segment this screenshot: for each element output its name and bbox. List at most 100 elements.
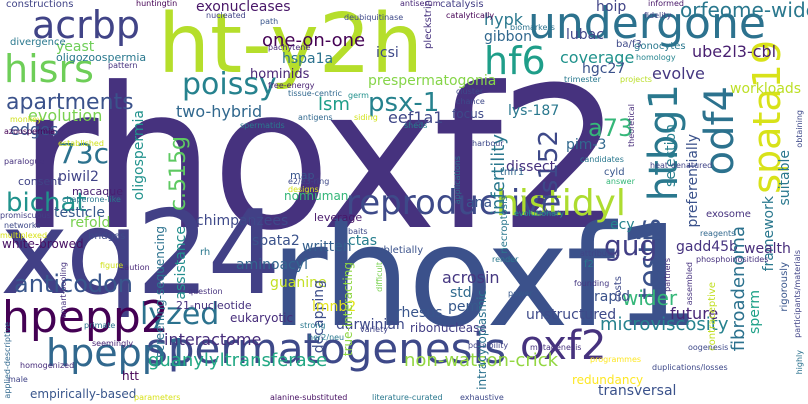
word-variety: variety xyxy=(360,325,388,334)
word-edges: edges xyxy=(10,120,59,139)
word-testicle: testicle xyxy=(54,205,105,221)
word-pim-3: pim-3 xyxy=(566,137,607,153)
word-costs: costs xyxy=(613,276,624,302)
word-sperm: sperm xyxy=(747,290,763,334)
word-attributed: attributed xyxy=(580,249,620,258)
word-spermatids: spermatids xyxy=(240,121,285,130)
word-icsi: icsi xyxy=(376,45,399,61)
word-antigens: antigens xyxy=(298,113,333,122)
word-acrosin: acrosin xyxy=(442,268,500,287)
word-question: question xyxy=(188,287,223,296)
word-htt: htt xyxy=(122,369,140,383)
word-rhesus: rhesus xyxy=(396,305,443,321)
word-dissect: dissect xyxy=(506,159,556,175)
word-wealth: wealth xyxy=(744,241,791,257)
word-darwinian: darwinian xyxy=(336,317,405,333)
word-hgc27: hgc27 xyxy=(582,61,626,77)
word-focus: focus xyxy=(452,107,485,121)
word-evolve: evolve xyxy=(652,64,705,83)
word-hf6: hpepp2 xyxy=(2,292,169,343)
word-path: path xyxy=(260,17,279,26)
word-pachytene: pachytene xyxy=(268,43,311,52)
word-homogenized: homogenized xyxy=(20,361,75,370)
word-ba/f3: ba/f3 xyxy=(616,39,642,50)
word-her2-neu: her2/neu xyxy=(308,333,345,342)
word-oligozoospermia: oligozoospermia xyxy=(56,51,147,64)
word-established: established xyxy=(58,139,104,148)
word-participants-materials: participants/materials xyxy=(793,250,802,338)
word-hisrs: hisrs xyxy=(4,47,94,91)
word-duplications-losses: duplications/losses xyxy=(652,363,728,372)
word-preferentially: preferentially xyxy=(685,134,701,228)
word-a73: a73 xyxy=(588,114,634,142)
word-male: male xyxy=(8,375,28,384)
word-biomarkers: biomarkers xyxy=(510,23,555,32)
word-harbour: harbour xyxy=(472,139,504,148)
word-redundancy: redundancy xyxy=(572,373,644,387)
word-prespermatogonia: prespermatogonia xyxy=(368,73,497,89)
word-azoospermia: azoospermia xyxy=(4,127,56,136)
word-pleckstrin: pleckstrin xyxy=(423,0,434,49)
word-map: map xyxy=(290,169,315,182)
word-hominids: hominids xyxy=(250,67,310,82)
word-written: written xyxy=(302,239,352,255)
word-pem: pem xyxy=(448,299,480,315)
word-spermatogenesis: spermatogenesis xyxy=(146,324,507,373)
word-aminoacyl: aminoacyl xyxy=(236,257,308,273)
word-undergone: undergone xyxy=(528,0,766,49)
word-spata19: oxf2 xyxy=(520,323,607,369)
word-wider: wider xyxy=(622,286,678,310)
word-screening-sequencing: screening-sequencing xyxy=(153,226,167,358)
word-selection: selection xyxy=(663,124,679,187)
word-subletially: subletially xyxy=(372,245,424,256)
word-fibroadenoma: fibroadenoma xyxy=(728,226,749,352)
word-candidates: candidates xyxy=(580,155,624,164)
word-future: future xyxy=(670,304,719,323)
word-assistance: assistance xyxy=(173,226,189,300)
word-networks: networks xyxy=(4,221,41,230)
word-figure: figure xyxy=(100,261,124,270)
word-necroptosis: necroptosis xyxy=(499,196,510,254)
word-oligospermia: oligospermia xyxy=(131,110,147,201)
word-exonucleases: exonucleases xyxy=(196,0,291,15)
word-orfeome-wide: orfeome-wide xyxy=(680,0,808,22)
word-suitable: suitable xyxy=(777,150,793,206)
word-interactome: interactome xyxy=(164,330,262,349)
word-transversal: transversal xyxy=(598,383,677,399)
word-lsm: lsm xyxy=(318,94,350,115)
word-oxf2: hpepp1 xyxy=(46,331,191,375)
word-hoip: hoip xyxy=(596,0,627,15)
word-trimester: trimester xyxy=(564,75,601,84)
word-evolutionary: evolutionary xyxy=(514,209,565,218)
word-eef1a1: eef1a1 xyxy=(388,108,444,127)
word-xq24: xq24 xyxy=(0,186,281,321)
word-reagents: reagents xyxy=(700,229,736,238)
word-siding: siding xyxy=(354,113,378,122)
word-f2: f2 xyxy=(584,259,594,270)
word-decapping: decapping xyxy=(311,280,327,354)
word-catalysis: catalysis xyxy=(440,0,484,10)
word-ecy: ecy xyxy=(610,217,635,233)
word-two-hybrid: two-hybrid xyxy=(176,102,263,121)
word-leverage: leverage xyxy=(314,211,363,224)
word-hypk: hypk xyxy=(484,10,524,29)
word-gibbon: gibbon xyxy=(484,29,532,45)
word-non-watson-crick: non-watson-crick xyxy=(404,350,559,371)
word-hspa1a: hspa1a xyxy=(282,51,334,67)
word-exosome: exosome xyxy=(706,209,751,220)
word-empirically-based: empirically-based xyxy=(30,387,137,401)
word-answer: answer xyxy=(606,177,635,186)
word-rhoxf2: rhoxf2 xyxy=(18,46,623,274)
word-caution: caution xyxy=(120,263,150,272)
word-ribonuclease: ribonuclease xyxy=(410,321,487,335)
word-lubac: lubac xyxy=(566,27,604,43)
word-seemingly: seemingly xyxy=(92,339,134,348)
word-cyld: cyld xyxy=(604,167,625,178)
word-lyzed: reproductive xyxy=(346,183,562,223)
word-nonhuman: nonhuman xyxy=(284,189,349,203)
word-smart-pooling: smart-pooling xyxy=(59,262,68,318)
word-homology: homology xyxy=(636,53,676,62)
word-phosphoinositides: phosphoinositides xyxy=(696,255,769,264)
word-alanine-substituted: alanine-substituted xyxy=(270,393,348,402)
